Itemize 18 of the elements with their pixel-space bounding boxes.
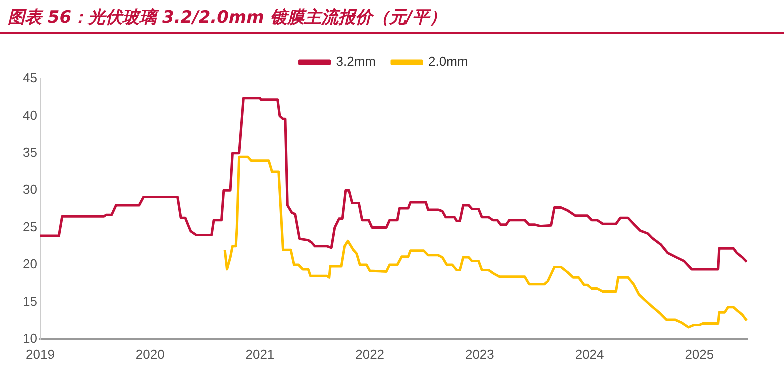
y-tick-label: 10	[22, 330, 38, 346]
legend-label: 2.0mm	[428, 54, 468, 70]
x-tick-label: 2021	[246, 346, 275, 362]
y-tick-label: 15	[22, 294, 38, 309]
y-tick-label: 20	[22, 256, 38, 272]
y-tick-label: 30	[22, 182, 38, 198]
x-tick-label: 2024	[575, 346, 604, 362]
y-tick-label: 25	[22, 219, 38, 234]
y-tick-label: 35	[22, 144, 38, 160]
y-tick-label: 45	[22, 70, 38, 86]
x-tick-label: 2023	[465, 346, 494, 362]
x-tick-label: 2019	[26, 346, 55, 362]
x-tick-label: 2022	[356, 346, 385, 362]
legend-label: 3.2mm	[336, 54, 376, 70]
x-tick-label: 2020	[136, 346, 165, 362]
chart-title: 图表 56：光伏玻璃 3.2/2.0mm 镀膜主流报价（元/平）	[8, 7, 446, 29]
x-tick-label: 2025	[685, 346, 714, 362]
y-tick-label: 40	[22, 108, 38, 123]
